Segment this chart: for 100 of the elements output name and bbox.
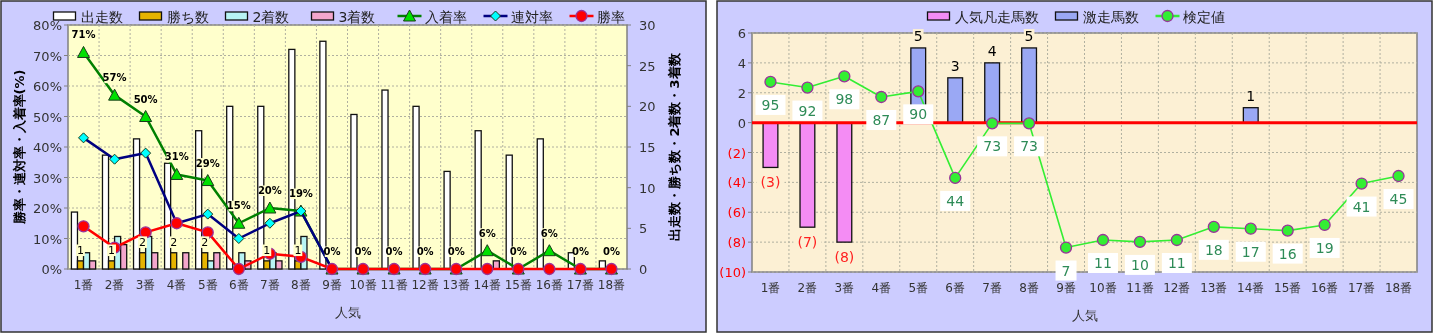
bar	[836, 121, 853, 243]
data-label: 11	[1094, 255, 1112, 272]
x-tick-label: 2番	[104, 278, 125, 292]
y-tick-label: (4)	[727, 175, 746, 191]
data-label: 0%	[416, 246, 434, 257]
legend-label: 3着数	[338, 9, 376, 25]
data-label: 0%	[447, 246, 465, 257]
y2-axis-title: 出走数・勝ち数・2着数・3着数	[667, 52, 682, 241]
data-label: 20%	[257, 185, 282, 196]
data-label: 50%	[133, 93, 158, 105]
data-label: 1	[294, 243, 302, 257]
data-label: 19	[1315, 239, 1334, 256]
point	[1059, 241, 1073, 254]
data-label: 19%	[288, 188, 313, 200]
point	[875, 90, 888, 104]
data-label: 15%	[226, 200, 251, 212]
legend-label: 検定値	[1182, 9, 1225, 25]
point	[481, 262, 494, 276]
data-label: 4	[987, 42, 997, 59]
data-label: 3	[950, 57, 960, 74]
y-tick-label: 0%	[41, 262, 62, 277]
data-label: 95	[761, 96, 780, 113]
data-label: 0%	[385, 246, 403, 257]
y-tick-label: 6	[737, 26, 746, 41]
x-tick-label: 10番	[349, 278, 377, 292]
x-tick-label: 8番	[1019, 281, 1039, 295]
point	[1318, 218, 1331, 232]
x-tick-label: 4番	[871, 281, 892, 295]
data-label: 5	[913, 27, 923, 44]
bar	[1021, 47, 1038, 124]
x-tick-label: 6番	[228, 278, 249, 292]
point	[912, 85, 925, 98]
data-label: 92	[798, 102, 817, 119]
point	[1355, 177, 1368, 190]
point	[1170, 233, 1184, 247]
data-label: 0%	[354, 246, 372, 257]
y-tick-label: 2	[737, 85, 746, 101]
point	[1281, 224, 1294, 237]
data-label: (7)	[797, 234, 818, 251]
point	[949, 171, 962, 185]
data-label: 71%	[71, 29, 96, 41]
data-label: 44	[946, 192, 965, 209]
y-tick-label: (10)	[719, 265, 746, 280]
y2-tick-label: 0	[639, 262, 648, 277]
data-label: 87	[872, 111, 891, 128]
x-axis-title: 人気	[334, 305, 361, 320]
bar	[984, 62, 1001, 124]
y-tick-label: 0	[737, 115, 746, 131]
data-label: 11	[1167, 255, 1186, 272]
data-label: 45	[1389, 191, 1408, 208]
legend-label: 入着率	[424, 9, 467, 25]
data-label: 1	[77, 243, 84, 257]
data-label: 6%	[478, 227, 496, 239]
x-tick-label: 8番	[291, 278, 311, 292]
legend-label: 出走数	[80, 9, 123, 25]
x-tick-label: 12番	[411, 278, 439, 292]
point	[1244, 222, 1257, 235]
x-tick-label: 5番	[908, 281, 929, 295]
point	[543, 262, 556, 276]
y-tick-label: 80%	[33, 18, 62, 33]
x-tick-label: 6番	[945, 281, 966, 295]
point	[1096, 233, 1110, 247]
x-tick-label: 9番	[322, 278, 342, 292]
point	[1133, 235, 1147, 249]
data-label: 1	[1246, 87, 1256, 104]
data-label: 6%	[540, 227, 558, 239]
x-tick-label: 15番	[1274, 281, 1302, 295]
x-tick-label: 16番	[1311, 281, 1339, 295]
y-tick-label: 60%	[33, 79, 62, 94]
x-tick-label: 16番	[535, 278, 563, 292]
x-tick-label: 10番	[1089, 281, 1117, 295]
y-axis-title: 勝率・連対率・入着率(%)	[12, 69, 27, 226]
data-label: 98	[835, 91, 854, 108]
legend-label: 勝ち数	[166, 9, 209, 25]
y2-tick-label: 10	[639, 180, 656, 196]
data-label: 29%	[195, 157, 220, 169]
y-tick-label: (6)	[727, 205, 746, 221]
point	[1207, 220, 1220, 233]
legend-label: 人気凡走馬数	[954, 9, 1039, 25]
data-label: 0%	[509, 246, 527, 257]
point	[77, 220, 90, 233]
x-tick-label: 11番	[1126, 281, 1154, 295]
data-label: 2	[170, 235, 178, 249]
y-tick-label: 10%	[33, 231, 62, 247]
y-tick-label: 20%	[33, 201, 62, 216]
x-axis-title: 人気	[1071, 308, 1098, 323]
y-tick-label: 40%	[33, 140, 62, 155]
x-tick-label: 11番	[380, 278, 408, 292]
x-tick-label: 15番	[504, 278, 532, 292]
x-tick-label: 13番	[442, 278, 470, 292]
data-label: 5	[1024, 27, 1034, 44]
x-tick-label: 3番	[834, 281, 855, 295]
x-tick-label: 12番	[1163, 281, 1191, 295]
x-tick-label: 5番	[197, 278, 218, 292]
data-label: 0%	[571, 246, 589, 257]
data-label: 31%	[164, 151, 189, 163]
data-label: 73	[1020, 138, 1038, 155]
legend-label: 連対率	[510, 9, 553, 25]
point	[1392, 169, 1405, 183]
x-tick-label: 1番	[760, 281, 781, 295]
